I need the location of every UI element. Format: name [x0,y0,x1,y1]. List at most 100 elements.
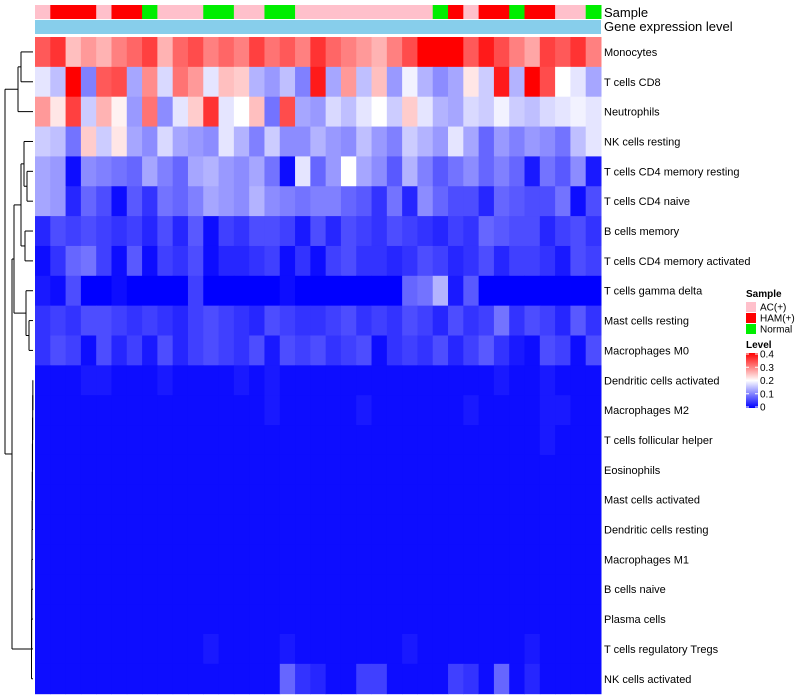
heatmap-cell [310,126,327,157]
heatmap-cell [371,126,388,157]
heatmap-cell [203,335,220,366]
heatmap-cell [509,96,526,128]
heatmap-cell [249,663,265,695]
heatmap-cell [157,156,174,187]
heatmap-cell [65,634,82,665]
heatmap-cell [126,604,143,635]
heatmap-cell [233,544,250,575]
heatmap-cell [432,514,449,545]
heatmap-cell [448,574,464,605]
heatmap-cell [585,454,602,486]
sample-annotation-cell [172,5,189,19]
sample-annotation-cell [126,5,143,19]
heatmap-cell [126,156,143,187]
heatmap-cell [50,126,67,157]
heatmap-cell [493,454,510,486]
heatmap-cell [233,305,250,336]
heatmap-cell [65,186,82,217]
heatmap-cell [35,574,51,605]
heatmap-cell [325,156,342,187]
heatmap-cell [493,634,510,665]
heatmap-cell [65,245,82,277]
heatmap-cell [279,663,296,695]
heatmap-cell [325,454,342,486]
heatmap-cell [279,335,296,366]
sample-annotation-cell [218,5,235,19]
heatmap-cell [295,634,311,665]
heatmap-cell [478,604,495,635]
heatmap-cell [295,544,311,575]
heatmap-cell [233,126,250,157]
heatmap-cell [233,335,250,366]
heatmap-cell [126,126,143,157]
heatmap-cell [340,544,357,575]
heatmap-cell [142,514,158,545]
heatmap-cell [233,216,250,247]
heatmap-cell [432,335,449,366]
heatmap-cell [172,395,189,426]
heatmap-cell [233,245,250,277]
level-tick-label: 0.2 [760,376,774,387]
heatmap-cell [509,454,526,486]
heatmap-cell [111,395,128,426]
heatmap-cell [371,395,388,426]
heatmap-cell [493,305,510,336]
heatmap-cell [371,305,388,336]
heatmap-cell [96,216,112,247]
heatmap-cell [463,365,480,396]
sample-annotation-cell [65,5,82,19]
heatmap-cell [157,544,174,575]
heatmap-cell [524,216,541,247]
sample-annotation-cell [402,5,418,19]
heatmap-cell [417,37,434,68]
heatmap-cell [279,66,296,98]
heatmap-cell [509,335,526,366]
heatmap-cell [325,275,342,307]
heatmap-cell [142,126,158,157]
heatmap-cell [432,96,449,128]
heatmap-cell [478,663,495,695]
heatmap-cell [325,335,342,366]
heatmap-cell [126,663,143,695]
heatmap-cell [356,96,373,128]
heatmap-cell [142,425,158,456]
heatmap-cell [295,37,311,68]
heatmap-cell [386,425,403,456]
heatmap-cell [233,574,250,605]
heatmap-cell [340,574,357,605]
heatmap-cell [264,156,281,187]
heatmap-cell [203,395,220,426]
sample-annotation-cell [279,5,296,19]
heatmap-cell [524,37,541,68]
heatmap-cell [310,96,327,128]
heatmap-cell [524,335,541,366]
heatmap-cell [325,514,342,545]
heatmap-cell [203,454,220,486]
heatmap-cell [402,96,418,128]
heatmap-cell [172,216,189,247]
heatmap-cell [187,96,204,128]
heatmap-cell [463,66,480,98]
heatmap-cell [65,66,82,98]
heatmap-cell [35,604,51,635]
heatmap-cell [126,514,143,545]
heatmap-cell [570,126,587,157]
heatmap-cell [187,186,204,217]
heatmap-cell [233,186,250,217]
heatmap-cell [187,544,204,575]
sample-annotation-cell [463,5,480,19]
heatmap-cell [432,365,449,396]
heatmap-cell [264,126,281,157]
heatmap-cell [233,66,250,98]
heatmap-cell [371,365,388,396]
row-dendrogram [4,51,34,680]
heatmap-cell [111,604,128,635]
heatmap-cell [417,126,434,157]
heatmap-cell [493,216,510,247]
heatmap-cell [340,514,357,545]
heatmap-cell [279,514,296,545]
heatmap-cell [539,335,556,366]
heatmap-cell [402,574,418,605]
heatmap-cell [218,395,235,426]
heatmap-cell [325,66,342,98]
